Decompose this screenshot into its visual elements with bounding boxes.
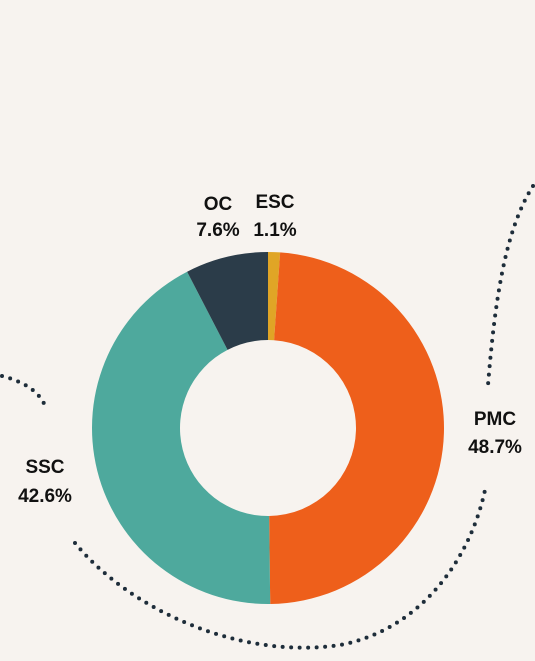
segment-value: 1.1%: [253, 220, 296, 241]
donut-segment: [187, 252, 268, 350]
segment-label: SSC: [25, 457, 64, 478]
decorative-dots: [0, 374, 48, 410]
segment-value: 42.6%: [18, 486, 72, 507]
segment-value: 7.6%: [196, 220, 239, 241]
segment-label: OC: [204, 194, 233, 215]
donut-segment: [91, 271, 271, 604]
donut-segment: [269, 252, 445, 604]
segment-label: ESC: [255, 192, 294, 213]
donut-segment: [268, 252, 281, 341]
segment-label: PMC: [474, 409, 517, 430]
segment-value: 48.7%: [468, 437, 522, 458]
